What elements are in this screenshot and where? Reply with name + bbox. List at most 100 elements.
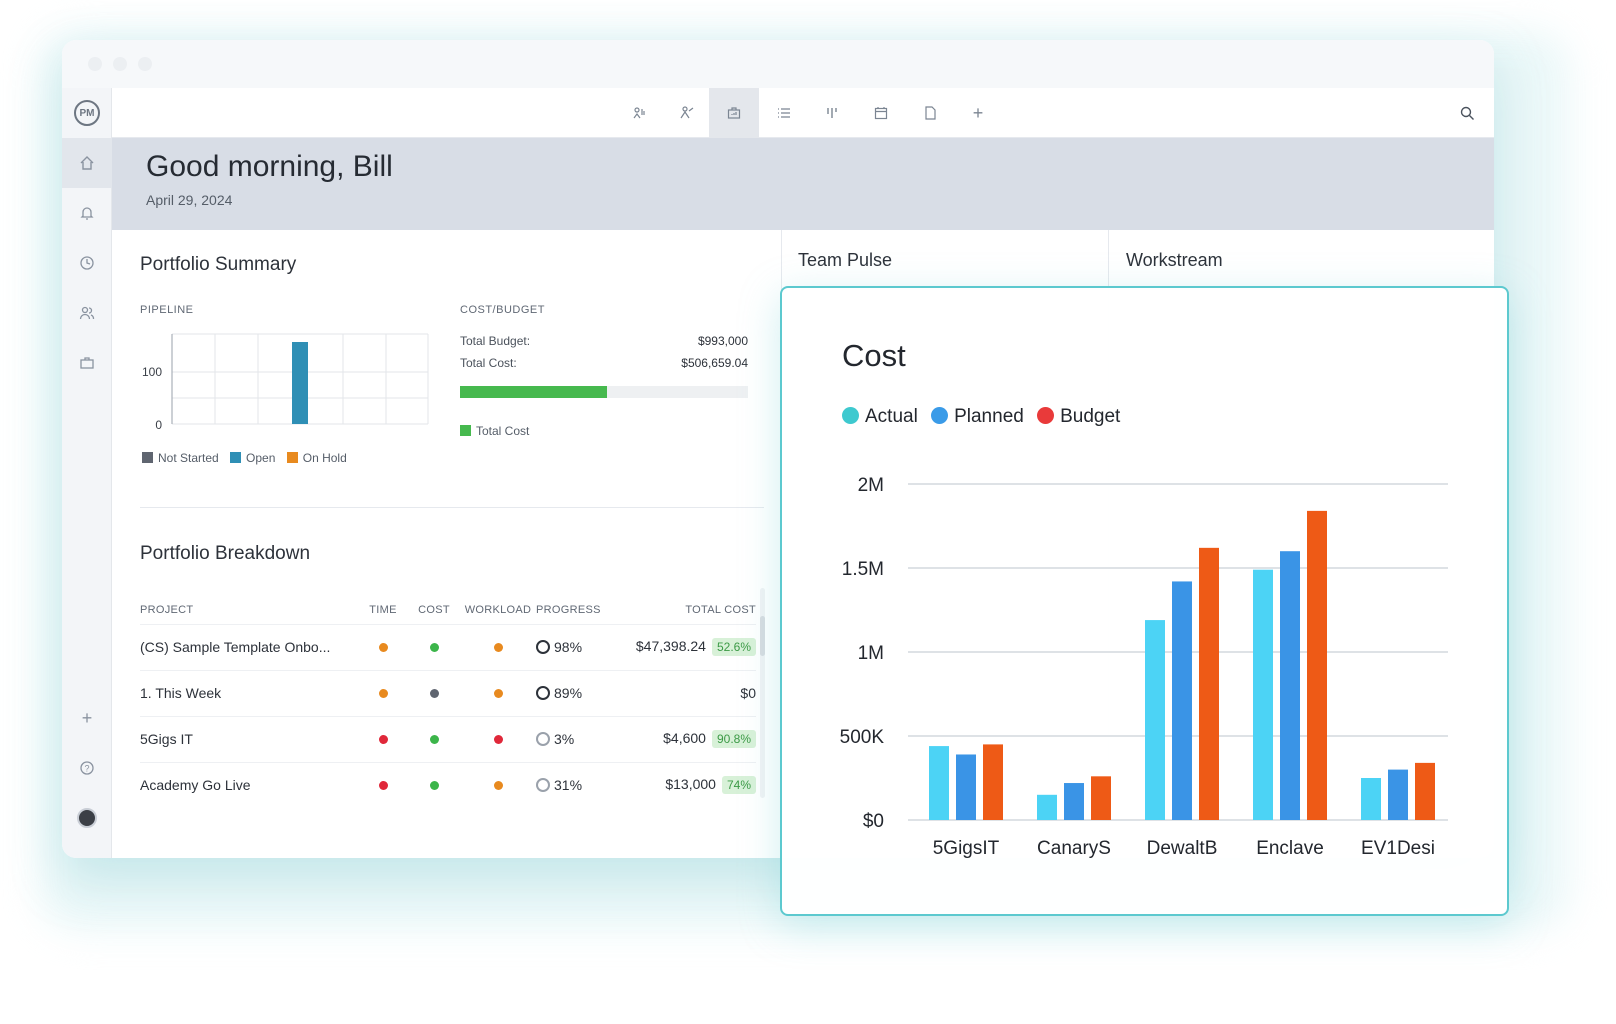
home-icon[interactable] bbox=[62, 138, 112, 188]
cost-bar-planned-enclave[interactable] bbox=[1280, 551, 1300, 820]
total-budget-value: $993,000 bbox=[697, 334, 748, 348]
portfolio-dashboard-icon[interactable] bbox=[709, 88, 759, 138]
progress: 89% bbox=[536, 669, 616, 716]
people-chart-icon[interactable] bbox=[614, 88, 664, 138]
team-icon[interactable] bbox=[62, 288, 112, 338]
title-bar bbox=[62, 40, 1494, 88]
board-view-icon[interactable] bbox=[807, 88, 857, 138]
add-view-icon[interactable]: + bbox=[972, 102, 984, 123]
cost-bar-planned-dewaltb[interactable] bbox=[1172, 581, 1192, 820]
col-progress[interactable]: PROGRESS bbox=[536, 603, 601, 616]
cost-bar-actual-5gigsit[interactable] bbox=[929, 746, 949, 820]
status-dot bbox=[493, 689, 503, 698]
col-total-cost[interactable]: TOTAL COST bbox=[685, 603, 756, 616]
cost-bar-budget-5gigsit[interactable] bbox=[983, 744, 1003, 820]
cost-bar-planned-5gigsit[interactable] bbox=[956, 754, 976, 820]
document-icon[interactable] bbox=[905, 88, 955, 138]
top-toolbar: + bbox=[112, 88, 1494, 138]
legend-swatch-total-cost bbox=[460, 425, 471, 436]
search-icon[interactable] bbox=[1442, 88, 1492, 138]
cost-y-tick: 1.5M bbox=[842, 559, 884, 580]
progress: 98% bbox=[536, 623, 616, 670]
legend-swatch-planned bbox=[931, 407, 949, 424]
workload-status bbox=[460, 715, 536, 762]
status-dot bbox=[493, 781, 503, 791]
pipeline-tick-0: 0 bbox=[155, 418, 162, 432]
avatar[interactable] bbox=[62, 793, 112, 843]
help-icon[interactable]: ? bbox=[62, 743, 112, 793]
col-project[interactable]: PROJECT bbox=[140, 603, 194, 616]
table-row[interactable]: Academy Go Live 31% $13,000 74% bbox=[140, 761, 756, 808]
legend-label: Total Cost bbox=[476, 424, 530, 438]
progress-ring-icon bbox=[536, 778, 550, 793]
time-status bbox=[358, 623, 408, 670]
table-row[interactable]: 1. This Week 89% $0 bbox=[140, 669, 756, 716]
window-close-dot[interactable] bbox=[88, 57, 102, 71]
total-cost-label: Total Cost: bbox=[460, 356, 517, 370]
window-minimize-dot[interactable] bbox=[113, 57, 127, 71]
cost-y-tick: $0 bbox=[863, 811, 884, 832]
project-name[interactable]: 5Gigs IT bbox=[140, 715, 358, 762]
cost-bar-budget-dewaltb[interactable] bbox=[1199, 547, 1219, 820]
cost-bar-budget-canarys[interactable] bbox=[1091, 776, 1111, 820]
greeting-date: April 29, 2024 bbox=[146, 192, 233, 208]
cost-x-tick: CanaryS bbox=[1037, 838, 1111, 859]
cost-bar-budget-ev1desi[interactable] bbox=[1415, 762, 1435, 820]
cost-x-tick: 5GigsIT bbox=[933, 838, 1000, 859]
legend-label: Planned bbox=[954, 406, 1024, 427]
pipeline-bar-open bbox=[292, 342, 308, 424]
total-cost-value: $13,000 bbox=[665, 776, 716, 793]
list-view-icon[interactable] bbox=[759, 88, 809, 138]
legend-swatch-budget bbox=[1037, 407, 1055, 424]
col-workload[interactable]: WORKLOAD bbox=[464, 603, 532, 616]
people-activity-icon[interactable] bbox=[662, 88, 712, 138]
cost-card-title: Cost bbox=[842, 338, 906, 373]
project-name[interactable]: 1. This Week bbox=[140, 669, 358, 716]
col-cost[interactable]: COST bbox=[418, 603, 450, 616]
cost-bar-actual-enclave[interactable] bbox=[1253, 569, 1273, 820]
status-dot bbox=[429, 689, 439, 698]
time-status bbox=[358, 669, 408, 716]
legend-swatch-on-hold bbox=[286, 452, 298, 463]
budget-percent-badge: 52.6% bbox=[711, 638, 756, 656]
cost-x-tick: Enclave bbox=[1256, 838, 1324, 859]
legend-swatch-actual bbox=[842, 407, 859, 424]
greeting-title: Good morning, Bill bbox=[146, 150, 393, 183]
cost-bar-actual-canarys[interactable] bbox=[1037, 794, 1057, 820]
cost-bar-planned-ev1desi[interactable] bbox=[1388, 769, 1408, 820]
progress-value: 31% bbox=[554, 777, 583, 794]
svg-text:?: ? bbox=[84, 764, 89, 774]
total-cost-value: $47,398.24 bbox=[635, 638, 706, 654]
legend-label: Open bbox=[246, 451, 276, 465]
project-name[interactable]: (CS) Sample Template Onbo... bbox=[140, 623, 358, 670]
col-time[interactable]: TIME bbox=[369, 603, 397, 616]
project-name[interactable]: Academy Go Live bbox=[140, 761, 358, 808]
pipeline-tick-100: 100 bbox=[142, 365, 162, 379]
table-scrollbar[interactable] bbox=[760, 588, 765, 798]
calendar-icon[interactable] bbox=[856, 88, 906, 138]
pipeline-label: PIPELINE bbox=[140, 304, 194, 316]
total-cost-value: $506,659.04 bbox=[681, 356, 748, 370]
cost-bar-actual-dewaltb[interactable] bbox=[1145, 620, 1165, 820]
notifications-icon[interactable] bbox=[62, 188, 112, 238]
section-divider bbox=[140, 507, 764, 508]
budget-percent-badge: 90.8% bbox=[711, 730, 756, 748]
cost-bar-actual-ev1desi[interactable] bbox=[1361, 778, 1381, 820]
legend-label: Not Started bbox=[158, 451, 219, 465]
progress: 3% bbox=[536, 715, 616, 762]
add-icon[interactable]: + bbox=[81, 707, 93, 728]
clock-icon[interactable] bbox=[62, 238, 112, 288]
status-dot bbox=[493, 735, 503, 744]
briefcase-icon[interactable] bbox=[62, 338, 112, 388]
table-row[interactable]: (CS) Sample Template Onbo... 98% $47,398.2… bbox=[140, 623, 756, 670]
pipeline-legend: Not Started Open On Hold bbox=[142, 451, 347, 465]
table-row[interactable]: 5Gigs IT 3% $4,600 90.8% bbox=[140, 715, 756, 762]
table-scrollbar-thumb[interactable] bbox=[760, 616, 765, 656]
cost-bar-budget-enclave[interactable] bbox=[1307, 510, 1327, 820]
portfolio-summary-title: Portfolio Summary bbox=[140, 254, 297, 275]
logo[interactable]: PM bbox=[62, 88, 112, 138]
cost-status bbox=[408, 623, 460, 670]
cost-bar-planned-canarys[interactable] bbox=[1064, 783, 1084, 820]
cost-budget-label: COST/BUDGET bbox=[460, 304, 545, 316]
window-maximize-dot[interactable] bbox=[138, 57, 152, 71]
